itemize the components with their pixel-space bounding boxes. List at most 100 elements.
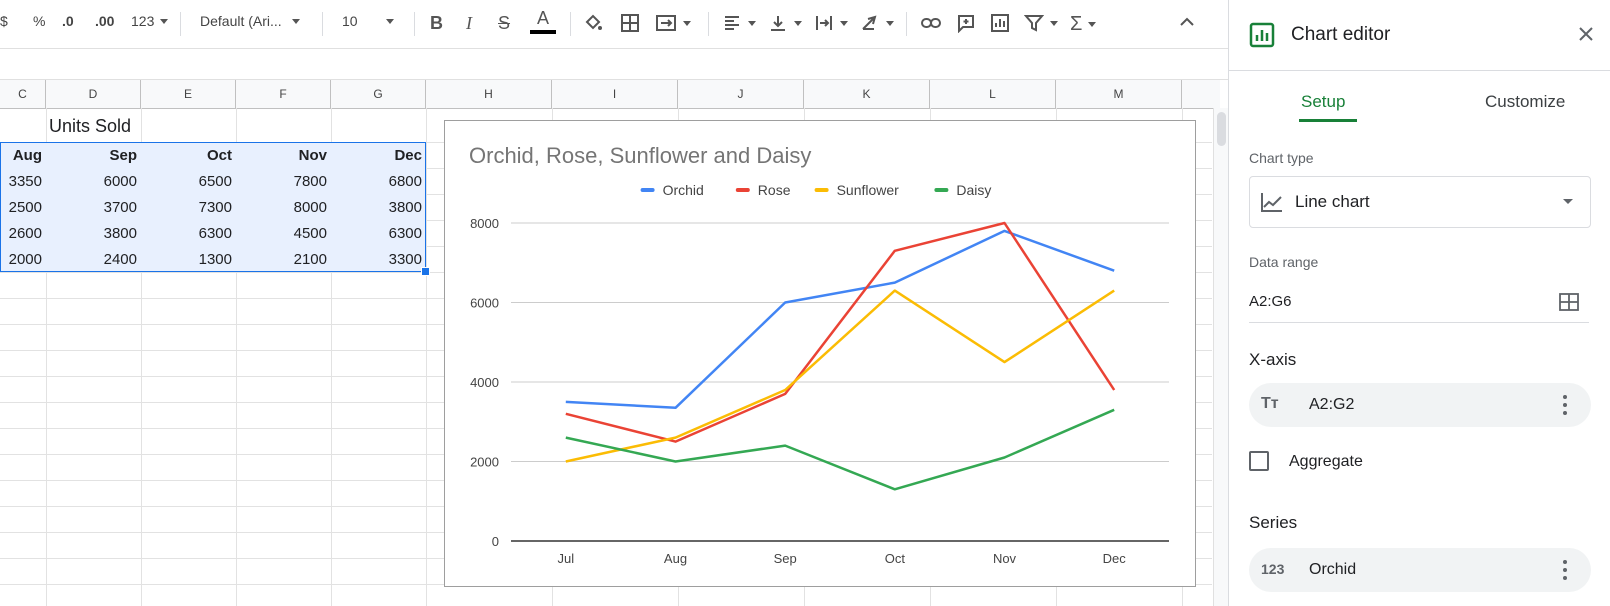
currency-format-button[interactable]: $ bbox=[0, 13, 8, 29]
column-header[interactable]: G bbox=[331, 80, 426, 108]
vertical-scrollbar[interactable] bbox=[1213, 108, 1228, 606]
collapse-toolbar-icon[interactable] bbox=[1178, 13, 1196, 31]
font-size-select[interactable]: 10 bbox=[342, 13, 402, 29]
xaxis-item[interactable]: Tт A2:G2 bbox=[1249, 383, 1591, 427]
header-cell[interactable]: Dec bbox=[394, 147, 422, 164]
aggregate-checkbox[interactable] bbox=[1249, 451, 1269, 471]
chevron-down-icon bbox=[794, 20, 802, 26]
column-header[interactable]: I bbox=[552, 80, 678, 108]
header-cell[interactable]: Oct bbox=[206, 147, 232, 164]
text-color-icon[interactable]: A bbox=[530, 8, 556, 34]
strikethrough-icon[interactable]: S bbox=[498, 13, 511, 33]
comment-icon[interactable] bbox=[956, 13, 976, 33]
panel-title: Chart editor bbox=[1291, 24, 1391, 45]
xaxis-value: A2:G2 bbox=[1309, 396, 1355, 413]
table-cell[interactable]: 6500 bbox=[198, 173, 232, 190]
column-header[interactable]: J bbox=[678, 80, 804, 108]
text-rotation-icon[interactable] bbox=[860, 13, 894, 33]
font-label: Default (Ari... bbox=[200, 13, 282, 29]
column-header[interactable]: L bbox=[930, 80, 1056, 108]
header-cell[interactable]: Sep bbox=[109, 147, 137, 164]
chevron-down-icon bbox=[1088, 22, 1097, 27]
table-cell[interactable]: 8000 bbox=[293, 199, 327, 216]
legend-swatch bbox=[934, 188, 949, 192]
merge-cells-icon[interactable] bbox=[655, 13, 691, 33]
percent-format-button[interactable]: % bbox=[33, 13, 46, 29]
more-formats-label: 123 bbox=[131, 13, 155, 29]
tab-customize[interactable]: Customize bbox=[1485, 92, 1566, 111]
table-cell[interactable]: 3700 bbox=[103, 199, 137, 216]
table-cell[interactable]: 6800 bbox=[388, 173, 422, 190]
align-icon[interactable] bbox=[722, 13, 756, 33]
divider bbox=[1229, 70, 1610, 71]
table-cell[interactable]: 2000 bbox=[8, 251, 42, 268]
close-icon[interactable] bbox=[1578, 26, 1594, 47]
chart-type-value: Line chart bbox=[1295, 192, 1370, 211]
filter-icon[interactable] bbox=[1024, 13, 1058, 33]
header-cell[interactable]: Aug bbox=[12, 147, 42, 164]
chevron-down-icon bbox=[1050, 20, 1058, 26]
increase-decimal-button[interactable]: .00 bbox=[95, 13, 115, 29]
insert-chart-icon[interactable] bbox=[990, 13, 1010, 33]
fill-color-icon[interactable] bbox=[583, 13, 603, 33]
table-cell[interactable]: 6300 bbox=[198, 225, 232, 242]
decrease-decimal-button[interactable]: .0 bbox=[62, 13, 74, 29]
data-range-input[interactable]: A2:G6 bbox=[1249, 282, 1589, 323]
formula-bar[interactable] bbox=[0, 49, 1228, 80]
column-header[interactable]: D bbox=[46, 80, 141, 108]
chevron-down-icon bbox=[291, 18, 300, 24]
legend-swatch bbox=[814, 188, 829, 192]
table-cell[interactable]: 2500 bbox=[8, 199, 42, 216]
grid-column-line bbox=[141, 108, 142, 606]
table-cell[interactable]: 7800 bbox=[293, 173, 327, 190]
legend-swatch bbox=[640, 188, 655, 192]
series-item[interactable]: 123 Orchid bbox=[1249, 548, 1591, 592]
table-cell[interactable]: 1300 bbox=[198, 251, 232, 268]
scrollbar-thumb[interactable] bbox=[1217, 112, 1226, 146]
table-cell[interactable]: 7300 bbox=[198, 199, 232, 216]
sheet-title-cell[interactable]: Units Sold bbox=[49, 116, 132, 136]
column-header[interactable]: H bbox=[426, 80, 552, 108]
y-tick-label: 6000 bbox=[470, 296, 499, 311]
column-header[interactable]: E bbox=[141, 80, 236, 108]
more-options-icon[interactable] bbox=[1563, 560, 1567, 584]
more-formats-button[interactable]: 123 bbox=[131, 13, 169, 29]
x-tick-label: Nov bbox=[993, 551, 1017, 566]
table-cell[interactable]: 2400 bbox=[103, 251, 137, 268]
column-header[interactable]: C bbox=[0, 80, 46, 108]
fill-handle[interactable] bbox=[421, 267, 430, 276]
legend-swatch bbox=[735, 188, 750, 192]
table-cell[interactable]: 3350 bbox=[8, 173, 42, 190]
table-cell[interactable]: 3300 bbox=[388, 251, 422, 268]
more-options-icon[interactable] bbox=[1563, 395, 1567, 419]
table-cell[interactable]: 3800 bbox=[388, 199, 422, 216]
column-header[interactable]: M bbox=[1056, 80, 1182, 108]
table-cell[interactable]: 4500 bbox=[293, 225, 327, 242]
valign-icon[interactable] bbox=[768, 13, 802, 33]
table-cell[interactable]: 6000 bbox=[103, 173, 137, 190]
table-cell[interactable]: 2600 bbox=[8, 225, 42, 242]
table-cell[interactable]: 6300 bbox=[388, 225, 422, 242]
borders-icon[interactable] bbox=[620, 13, 640, 33]
functions-icon[interactable]: Σ bbox=[1070, 13, 1097, 36]
selected-range[interactable] bbox=[0, 142, 426, 272]
text-type-icon: Tт bbox=[1261, 395, 1279, 412]
link-icon[interactable] bbox=[920, 13, 942, 33]
dropdown-arrow-icon bbox=[1563, 199, 1573, 204]
header-cell[interactable]: Nov bbox=[298, 147, 327, 164]
italic-icon[interactable]: I bbox=[466, 13, 472, 33]
select-range-icon[interactable] bbox=[1559, 293, 1579, 316]
column-header[interactable]: F bbox=[236, 80, 331, 108]
column-header[interactable]: K bbox=[804, 80, 930, 108]
tab-setup[interactable]: Setup bbox=[1301, 92, 1346, 111]
text-wrap-icon[interactable] bbox=[814, 13, 848, 33]
chart[interactable]: Orchid, Rose, Sunflower and Daisy Orchid R… bbox=[444, 120, 1196, 587]
grid-column-line bbox=[426, 108, 427, 606]
chart-type-select[interactable]: Line chart bbox=[1249, 176, 1591, 228]
x-tick-label: Sep bbox=[774, 551, 797, 566]
active-tab-indicator bbox=[1299, 119, 1357, 122]
table-cell[interactable]: 2100 bbox=[293, 251, 327, 268]
font-select[interactable]: Default (Ari... bbox=[200, 13, 310, 29]
table-cell[interactable]: 3800 bbox=[103, 225, 137, 242]
bold-icon[interactable]: B bbox=[430, 13, 443, 33]
